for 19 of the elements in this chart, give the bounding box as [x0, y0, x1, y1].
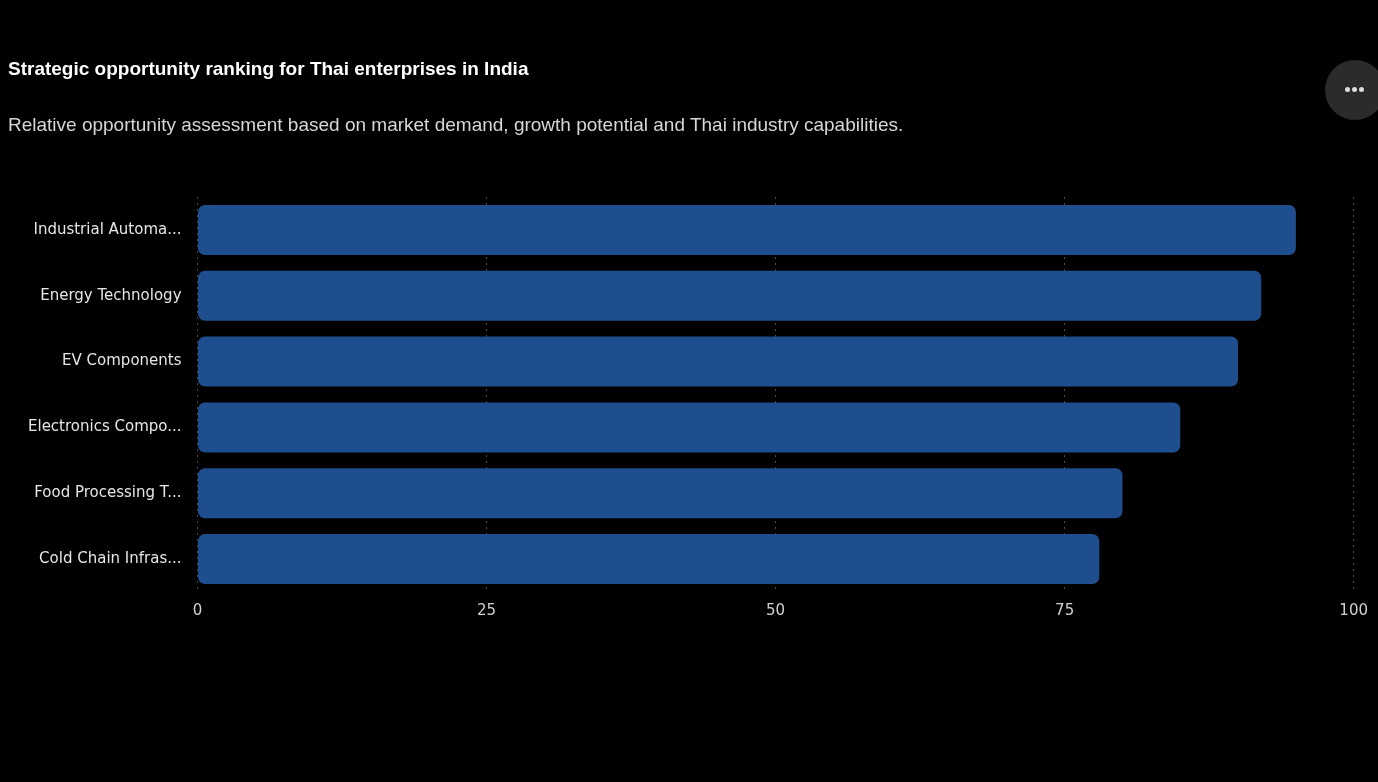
y-tick-label: EV Components — [62, 351, 182, 370]
chart-subtitle: Relative opportunity assessment based on market demand, growth potential and Thai industry capabilities. — [8, 114, 904, 136]
x-tick-label: 50 — [766, 600, 786, 619]
bar — [198, 270, 1262, 321]
x-tick-label: 0 — [192, 600, 203, 619]
x-tick-label: 75 — [1055, 600, 1075, 619]
bar — [198, 204, 1296, 255]
y-tick-label: Food Processing T... — [34, 483, 182, 502]
bar — [198, 534, 1100, 585]
bar — [198, 336, 1239, 387]
y-tick-label: Energy Technology — [40, 285, 182, 304]
y-tick-label: Industrial Automa... — [33, 219, 182, 238]
chart-title: Strategic opportunity ranking for Thai enterprises in India — [8, 58, 529, 80]
x-tick-label: 100 — [1339, 600, 1369, 619]
bar — [198, 468, 1123, 519]
bar — [198, 402, 1181, 453]
y-tick-label: Cold Chain Infras... — [39, 548, 182, 567]
x-tick-label: 25 — [477, 600, 497, 619]
y-tick-label: Electronics Compo... — [27, 417, 182, 436]
